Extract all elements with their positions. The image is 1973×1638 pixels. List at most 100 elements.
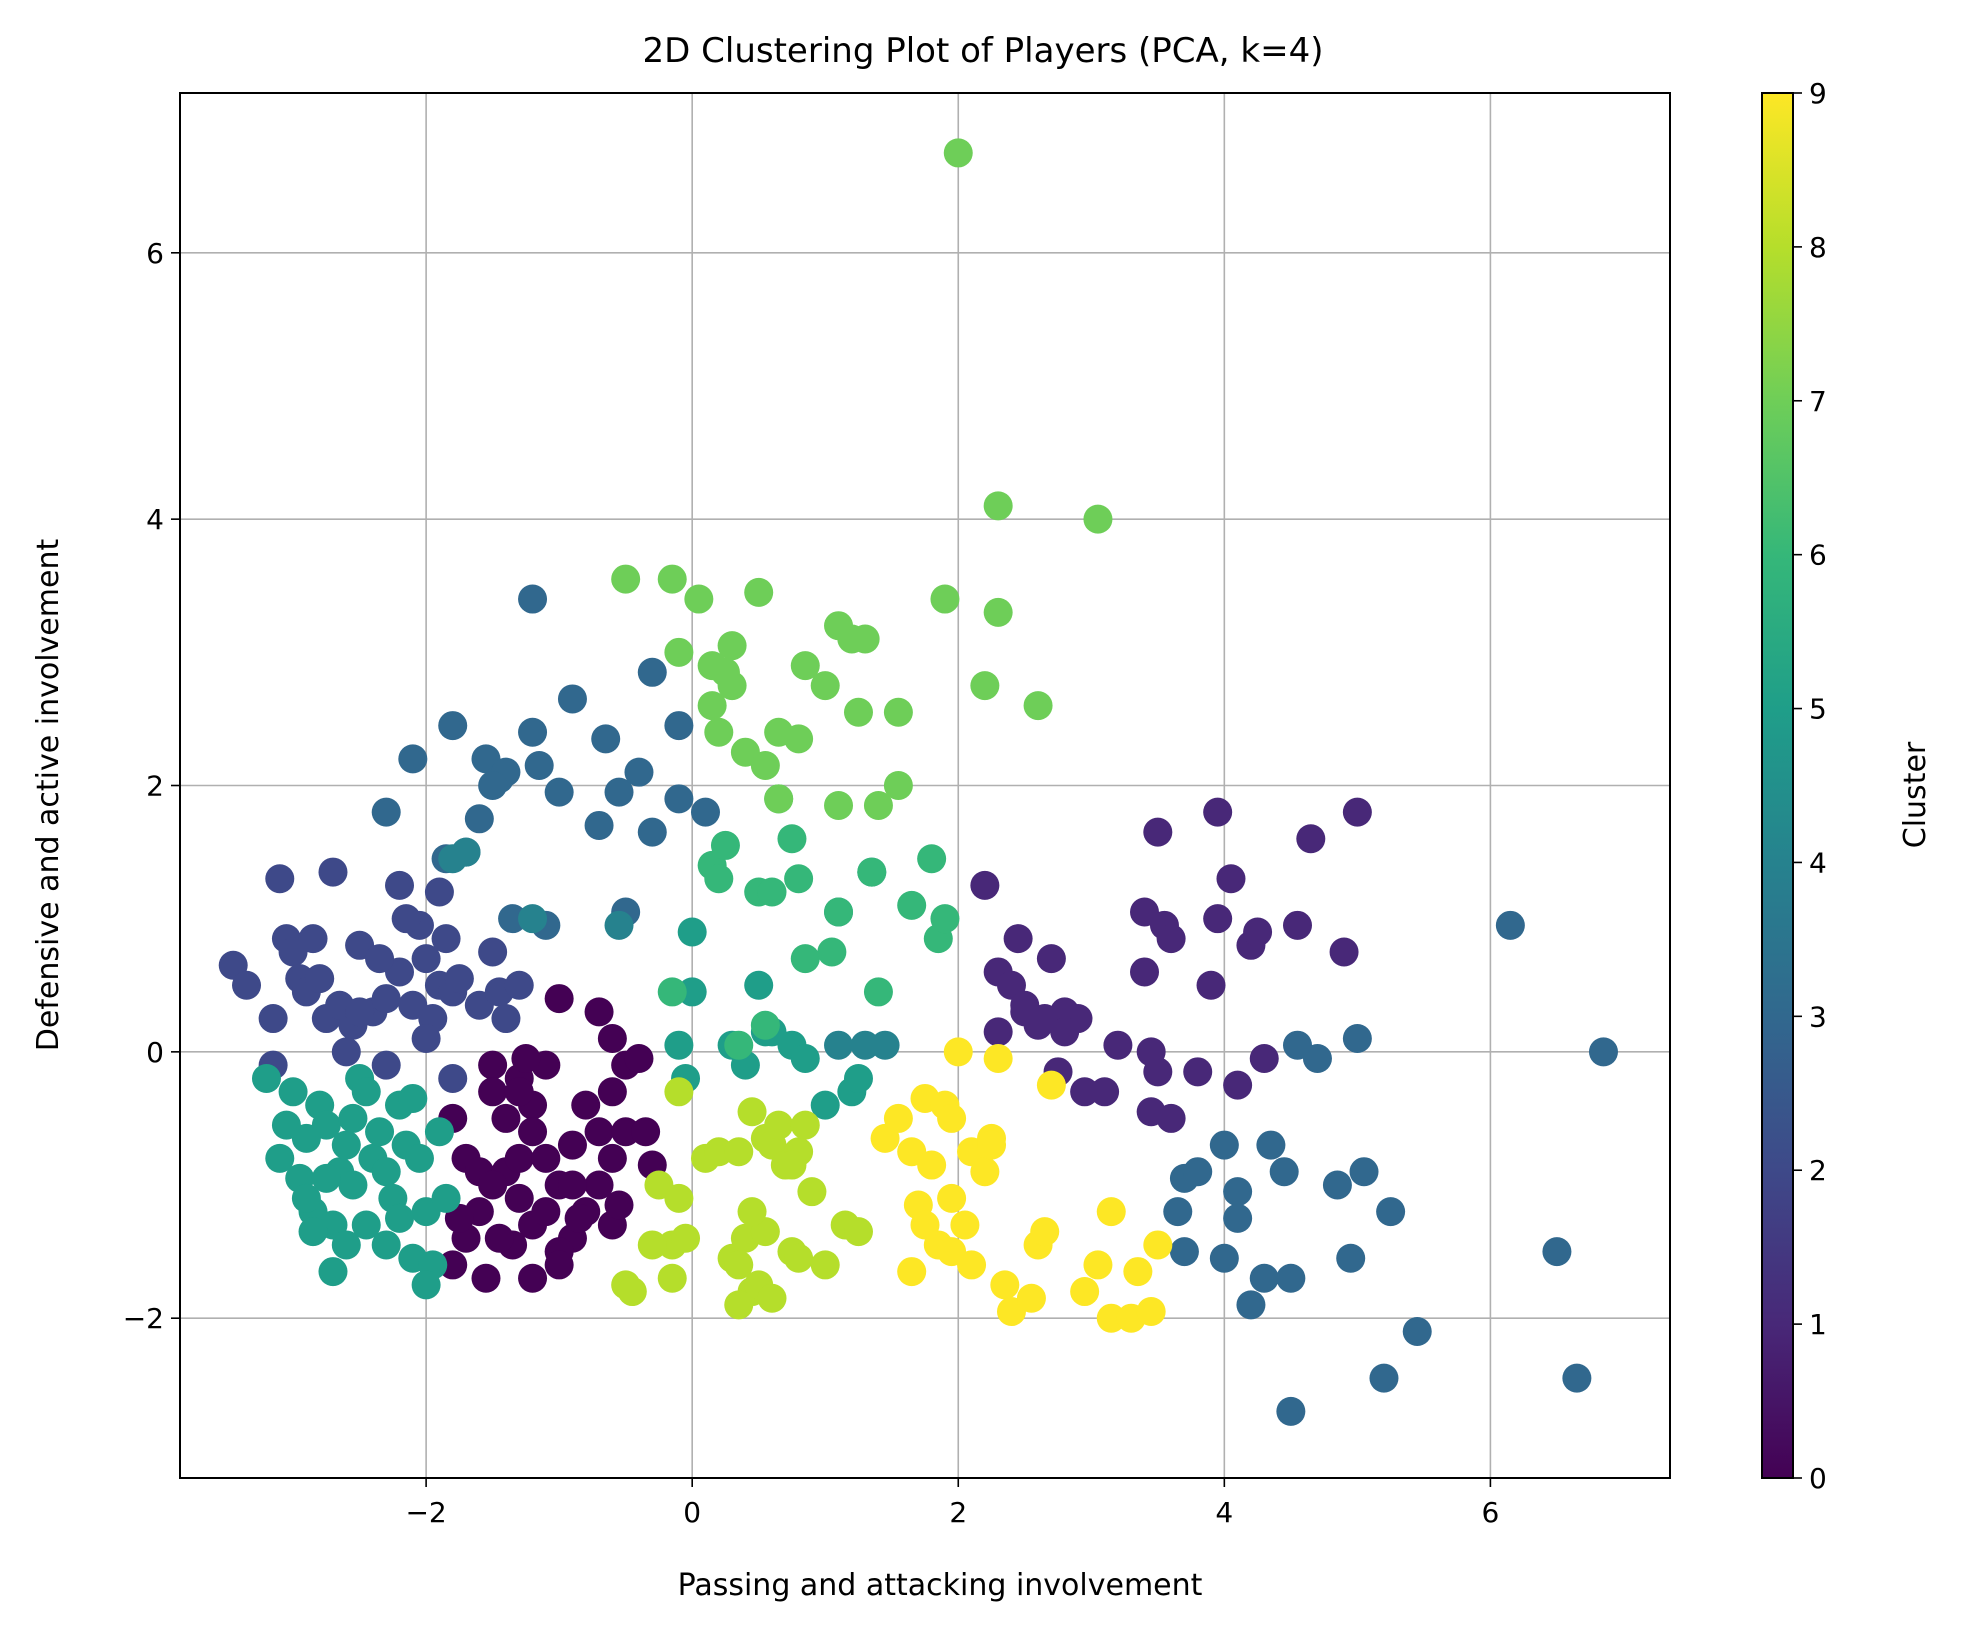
data-point-cluster-5 [331,1230,361,1260]
data-point-cluster-9 [1036,1070,1066,1100]
data-point-cluster-7 [1083,504,1113,534]
data-point-cluster-3 [1236,1290,1266,1320]
data-point-cluster-6 [750,1010,780,1040]
data-point-cluster-9 [957,1250,987,1280]
data-point-cluster-5 [431,1183,461,1213]
data-point-cluster-1 [1249,1044,1279,1074]
data-point-cluster-0 [571,1090,601,1120]
colorbar-tick-label: 9 [1809,77,1827,110]
data-point-cluster-0 [557,1170,587,1200]
data-point-cluster-9 [937,1183,967,1213]
data-point-cluster-1 [1003,924,1033,954]
y-tick-label: −2 [123,1302,164,1335]
data-point-cluster-3 [544,777,574,807]
data-point-cluster-8 [664,1077,694,1107]
data-point-cluster-6 [657,977,687,1007]
data-point-cluster-3 [1223,1177,1253,1207]
data-point-cluster-0 [557,1130,587,1160]
data-point-cluster-3 [518,584,548,614]
data-point-cluster-7 [970,671,1000,701]
data-point-cluster-6 [784,864,814,894]
data-point-cluster-7 [983,491,1013,521]
data-point-cluster-3 [1249,1263,1279,1293]
data-point-cluster-2 [305,964,335,994]
data-point-cluster-5 [338,1170,368,1200]
data-point-cluster-2 [318,857,348,887]
data-point-cluster-3 [1342,1024,1372,1054]
data-point-cluster-6 [824,897,854,927]
data-point-cluster-0 [504,1143,534,1173]
data-point-cluster-5 [338,1103,368,1133]
data-point-cluster-9 [983,1044,1013,1074]
y-tick-label: 4 [146,503,164,536]
data-point-cluster-5 [385,1203,415,1233]
data-point-cluster-3 [1269,1157,1299,1187]
data-point-cluster-7 [657,564,687,594]
data-point-cluster-0 [471,1263,501,1293]
data-point-cluster-3 [438,711,468,741]
data-point-cluster-7 [704,717,734,747]
data-point-cluster-4 [824,1030,854,1060]
data-point-cluster-4 [604,910,634,940]
data-point-cluster-1 [1156,1103,1186,1133]
data-point-cluster-3 [1302,1044,1332,1074]
data-point-cluster-2 [371,984,401,1014]
data-point-cluster-7 [750,751,780,781]
data-point-cluster-1 [1203,904,1233,934]
data-point-cluster-2 [391,904,421,934]
data-point-cluster-0 [584,1117,614,1147]
data-point-cluster-3 [1322,1170,1352,1200]
data-point-cluster-5 [318,1257,348,1287]
data-point-cluster-7 [684,584,714,614]
data-point-cluster-2 [331,1037,361,1067]
data-point-cluster-7 [717,631,747,661]
data-point-cluster-3 [1336,1243,1366,1273]
data-point-cluster-2 [385,870,415,900]
data-point-cluster-5 [677,977,707,1007]
data-point-cluster-3 [1169,1237,1199,1267]
data-point-cluster-8 [724,1290,754,1320]
data-point-cluster-8 [810,1250,840,1280]
data-point-cluster-5 [810,1090,840,1120]
data-point-cluster-6 [777,824,807,854]
data-point-cluster-3 [1349,1157,1379,1187]
data-point-cluster-6 [704,864,734,894]
data-point-cluster-2 [424,877,454,907]
colorbar-tick-label: 7 [1809,385,1827,418]
data-point-cluster-0 [491,1103,521,1133]
data-point-cluster-3 [398,744,428,774]
data-point-cluster-3 [1276,1396,1306,1426]
data-point-cluster-5 [424,1117,454,1147]
data-point-cluster-0 [484,1223,514,1253]
data-point-cluster-8 [737,1197,767,1227]
data-point-cluster-7 [943,138,973,168]
data-point-cluster-3 [637,657,667,687]
data-point-cluster-5 [298,1217,328,1247]
data-point-cluster-3 [1542,1237,1572,1267]
data-point-cluster-5 [398,1083,428,1113]
data-point-cluster-2 [504,970,534,1000]
data-point-cluster-9 [970,1157,1000,1187]
data-point-cluster-9 [990,1270,1020,1300]
data-point-cluster-3 [1495,910,1525,940]
data-point-cluster-1 [983,1017,1013,1047]
data-point-cluster-8 [617,1277,647,1307]
data-point-cluster-1 [1203,797,1233,827]
data-point-cluster-7 [863,790,893,820]
data-point-cluster-9 [1070,1277,1100,1307]
data-point-cluster-3 [1256,1130,1286,1160]
data-point-cluster-0 [438,1250,468,1280]
data-point-cluster-5 [271,1110,301,1140]
data-point-cluster-3 [524,751,554,781]
data-point-cluster-3 [371,797,401,827]
data-point-cluster-0 [624,1044,654,1074]
y-tick-label: 6 [146,237,164,270]
data-point-cluster-1 [1103,1030,1133,1060]
data-point-cluster-8 [724,1250,754,1280]
data-point-cluster-8 [764,1110,794,1140]
data-point-cluster-0 [511,1044,541,1074]
x-tick-label: 6 [1481,1496,1499,1529]
data-point-cluster-4 [850,1030,880,1060]
data-point-cluster-8 [657,1263,687,1293]
